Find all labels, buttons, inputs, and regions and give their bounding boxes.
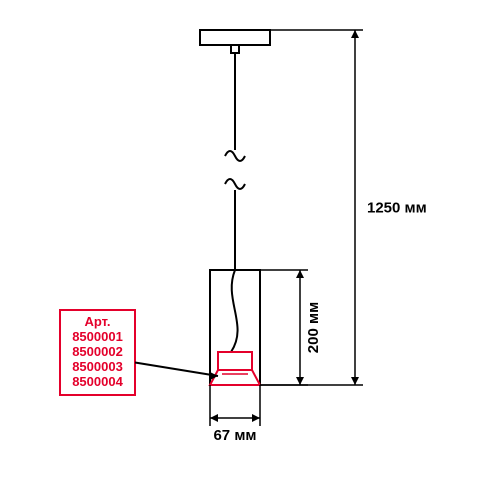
svg-text:200 мм: 200 мм: [305, 302, 322, 353]
svg-text:67 мм: 67 мм: [213, 427, 256, 444]
svg-text:1250 мм: 1250 мм: [367, 200, 427, 217]
svg-text:Арт.: Арт.: [85, 314, 111, 329]
svg-text:8500002: 8500002: [72, 344, 123, 359]
svg-text:8500003: 8500003: [72, 359, 123, 374]
svg-text:8500004: 8500004: [72, 374, 123, 389]
svg-text:8500001: 8500001: [72, 329, 123, 344]
